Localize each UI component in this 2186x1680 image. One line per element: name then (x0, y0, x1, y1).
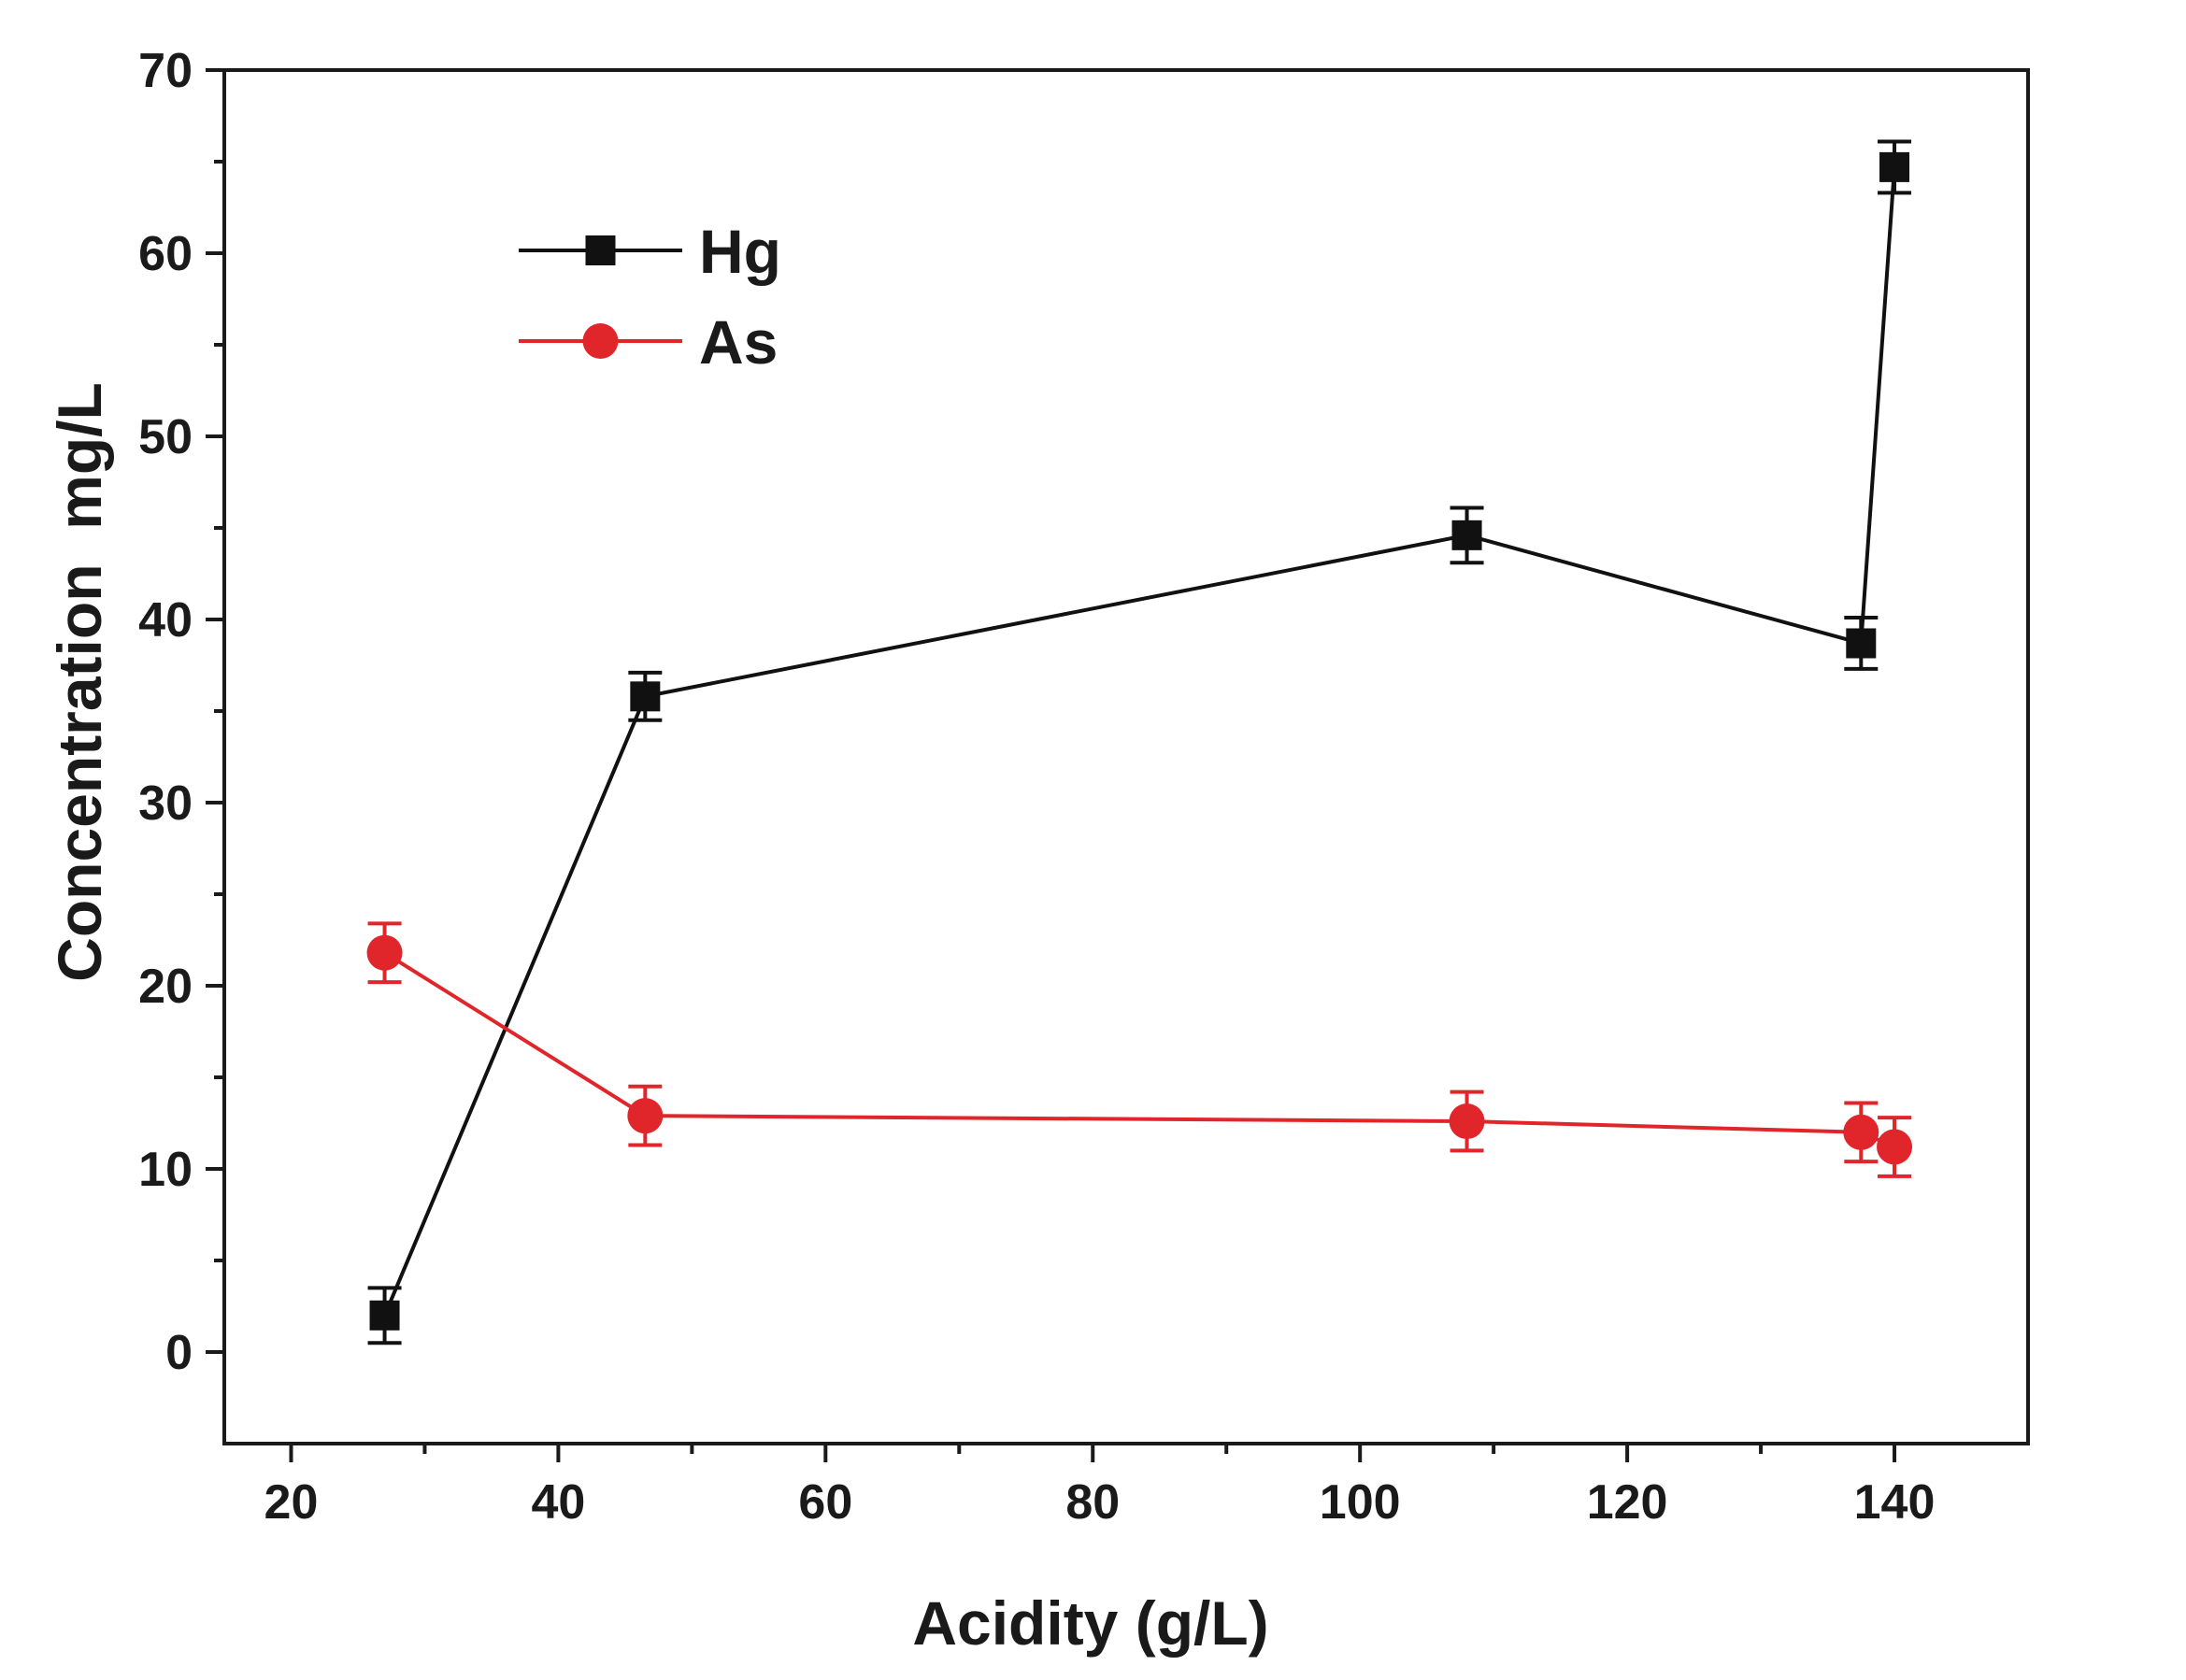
series-hg (367, 139, 1912, 1345)
legend-marker-as (582, 323, 619, 359)
series-as-point (1843, 1114, 1879, 1150)
x-tick-label: 60 (798, 1475, 852, 1530)
legend: Hg As (519, 217, 781, 377)
series-as-line (383, 951, 1895, 1149)
legend-item-hg: Hg (519, 217, 781, 286)
axes: 20 40 60 80 100 120 140 0 10 20 30 40 50 60 70 (138, 44, 2030, 1530)
x-tick-label: 120 (1587, 1475, 1668, 1530)
x-tick-label: 80 (1065, 1475, 1120, 1530)
x-tick-label: 100 (1320, 1475, 1401, 1530)
legend-item-as: As (519, 307, 778, 377)
x-axis-title: Acidity (g/L) (912, 1588, 1268, 1658)
series-as-point (366, 934, 403, 971)
series-hg-point (1846, 628, 1877, 659)
x-tick-label: 20 (264, 1475, 319, 1530)
series-layer (366, 139, 1913, 1345)
y-tick-label: 40 (138, 593, 193, 648)
plot-frame (222, 68, 2030, 1445)
y-tick-label: 70 (138, 44, 193, 98)
series-hg-point (1879, 151, 1910, 182)
legend-marker-hg (585, 235, 616, 265)
y-tick-label: 0 (165, 1326, 193, 1380)
y-tick-label: 60 (138, 227, 193, 281)
y-tick-label: 50 (138, 410, 193, 464)
legend-label-as: As (699, 307, 778, 377)
y-tick-label: 30 (138, 776, 193, 831)
x-tick-label: 40 (531, 1475, 585, 1530)
series-as-point (1877, 1129, 1913, 1165)
series-as-point (1449, 1103, 1485, 1140)
x-tick-label: 140 (1854, 1475, 1936, 1530)
y-axis-title: Concentration mg/L (45, 382, 114, 982)
series-as-point (627, 1098, 664, 1134)
series-hg-point (369, 1300, 400, 1331)
legend-label-hg: Hg (699, 217, 781, 286)
y-tick-label: 10 (138, 1143, 193, 1197)
y-tick-label: 20 (138, 960, 193, 1014)
series-as (366, 921, 1913, 1178)
series-hg-point (630, 681, 661, 712)
series-hg-point (1451, 520, 1482, 550)
